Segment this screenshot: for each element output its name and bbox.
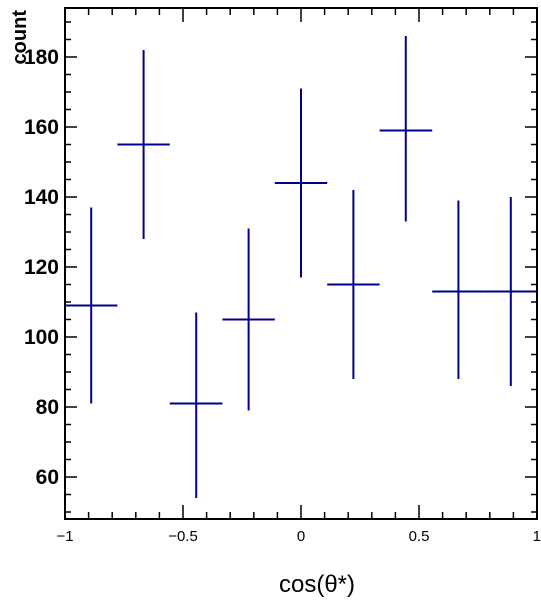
x-axis: −1 −0.5 0 0.5 1	[56, 8, 541, 545]
data-point	[222, 228, 275, 411]
data-point	[117, 50, 170, 239]
y-tick-label: 100	[24, 326, 59, 349]
data-series	[65, 36, 537, 498]
data-point	[379, 36, 433, 222]
y-axis-label: count	[9, 10, 31, 65]
y-tick-label: 160	[24, 116, 59, 139]
y-tick-label: 60	[36, 466, 59, 489]
data-point	[484, 197, 537, 386]
y-tick-label: 120	[24, 256, 59, 279]
x-tick-label: −1	[56, 528, 73, 545]
data-point	[432, 200, 485, 379]
y-tick-label: 140	[24, 186, 59, 209]
data-point	[169, 312, 223, 498]
data-point	[327, 190, 380, 379]
x-tick-label: 0	[297, 528, 305, 545]
x-tick-label: 0.5	[409, 528, 430, 545]
x-tick-label: 1	[533, 528, 541, 545]
x-axis-label: cos(θ*)	[279, 571, 355, 598]
data-point	[65, 207, 118, 404]
y-axis: 60 80 100 120 140 160 180	[24, 21, 537, 513]
x-tick-label: −0.5	[168, 528, 198, 545]
data-point	[274, 88, 328, 278]
y-tick-label: 180	[24, 46, 59, 69]
y-tick-label: 80	[36, 396, 59, 419]
